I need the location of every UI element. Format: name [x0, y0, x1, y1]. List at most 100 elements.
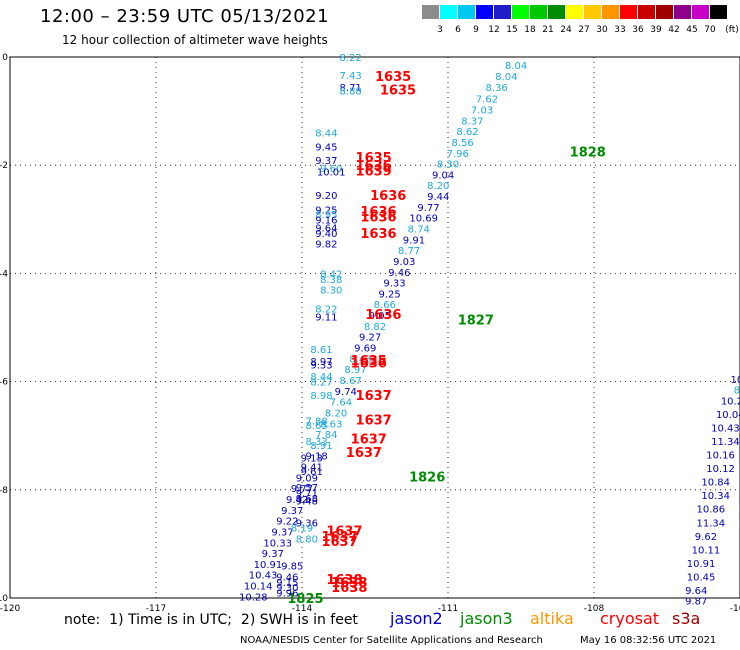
wave-height-label: 8.62: [456, 127, 478, 138]
wave-height-label: 9.11: [315, 313, 337, 324]
wave-height-label: 9.04: [432, 170, 454, 181]
track-time-label: 1636: [360, 227, 396, 242]
wave-height-label: 7.84: [315, 430, 337, 441]
credit-text: NOAA/NESDIS Center for Satellite Applica…: [240, 635, 543, 646]
wave-height-label: 7.03: [471, 105, 493, 116]
wave-height-label: 9.69: [354, 344, 376, 355]
wave-height-label: 8.80: [296, 534, 318, 545]
wave-height-label: 8.30: [437, 160, 459, 171]
track-time-label: 1636: [356, 159, 392, 174]
wave-height-label: 8.74: [408, 224, 430, 235]
legend-swatch: [566, 5, 583, 19]
wave-height-label: 9.71: [296, 489, 318, 500]
wave-height-label: 10.91: [254, 560, 283, 571]
wave-height-label: 7.62: [476, 95, 498, 106]
wave-height-label: 8.63: [320, 419, 342, 430]
wave-height-label: 9.33: [383, 279, 405, 290]
legend-swatch: [422, 5, 439, 19]
legend-label: 12: [488, 25, 500, 35]
track-time-label: 1827: [458, 313, 494, 328]
wave-height-label: 8.30: [320, 286, 342, 297]
track-time-label: 1636: [365, 308, 401, 323]
wave-height-label: 8.44: [310, 372, 332, 383]
y-tick-label: -2: [0, 161, 8, 171]
wave-height-label: 9.41: [301, 463, 323, 474]
wave-height-label: 10.43: [711, 424, 740, 435]
legend-label: 30: [596, 25, 608, 35]
x-tick-label: -120: [0, 604, 20, 614]
wave-height-label: 9.33: [310, 360, 332, 371]
wave-height-label: 10.01: [317, 168, 346, 179]
track-time-label: 1826: [409, 470, 445, 485]
track-time-label: 1636: [360, 211, 396, 226]
legend-label: 9: [473, 25, 479, 35]
track-time-label: 1825: [287, 592, 323, 607]
wave-height-label: 8.36: [486, 83, 508, 94]
wave-height-label: 9.74: [335, 387, 357, 398]
page-title: 12:00 – 23:59 UTC 05/13/2021: [40, 6, 330, 27]
wave-height-label: 9.09: [296, 473, 318, 484]
wave-height-label: 8.22: [315, 305, 337, 316]
legend-swatch: [656, 5, 673, 19]
wave-height-label: 9.87: [685, 597, 707, 608]
wave-height-label: 8.33: [305, 437, 327, 448]
legend-swatch: [494, 5, 511, 19]
wave-height-label: 10.11: [692, 545, 721, 556]
legend-label: 27: [578, 25, 590, 35]
wave-height-label: 9.44: [427, 192, 449, 203]
wave-height-label: 9.03: [393, 257, 415, 268]
legend-swatch: [638, 5, 655, 19]
wave-height-label: 8.44: [315, 129, 337, 140]
wave-height-label: 7.88: [305, 417, 327, 428]
wave-height-label: 8.65: [305, 421, 327, 432]
legend-swatch: [674, 5, 691, 19]
timestamp-text: May 16 08:32:56 UTC 2021: [580, 635, 717, 646]
wave-height-label: 8.22: [340, 53, 362, 64]
track-time-label: 1637: [321, 535, 357, 550]
legend-swatch: [530, 5, 547, 19]
y-tick-label: -4: [0, 269, 8, 279]
legend-label: 15: [506, 25, 518, 35]
x-tick-label: -117: [146, 604, 166, 614]
legend-label: 33: [614, 25, 626, 35]
legend-label: 24: [560, 25, 572, 35]
wave-height-label: 8.04: [505, 61, 527, 72]
wave-height-label: 10.27: [721, 397, 740, 408]
wave-height-label: 9.77: [417, 203, 439, 214]
wave-height-label: 7.96: [447, 149, 469, 160]
wave-height-label: 9.48: [296, 497, 318, 508]
legend-swatch: [476, 5, 493, 19]
wave-height-label: 9.25: [378, 289, 400, 300]
wave-height-label: 9.96: [276, 589, 298, 600]
legend-label: 6: [455, 25, 461, 35]
x-tick-label: -114: [292, 604, 313, 614]
track-time-label: 1637: [356, 389, 392, 404]
legend-swatch: [548, 5, 565, 19]
y-tick-label: -8: [0, 486, 8, 496]
legend-swatch: [458, 5, 475, 19]
wave-height-label: 8.04: [495, 72, 517, 83]
track-time-label: 1635: [375, 70, 411, 85]
legend-label: 70: [704, 25, 716, 35]
wave-height-label: 9.46: [388, 268, 410, 279]
wave-height-label: 8.56: [451, 138, 473, 149]
track-time-label: 1638: [326, 573, 362, 588]
wave-height-label: 8.67: [340, 376, 362, 387]
track-time-label: 1637: [321, 530, 357, 545]
wave-height-label: 9.62: [695, 532, 717, 543]
track-time-label: 1637: [351, 432, 387, 447]
wave-height-label: 11.34: [696, 518, 725, 529]
legend-label: 18: [524, 25, 536, 35]
wave-height-label: 10.12: [706, 464, 735, 475]
wave-height-label: 8.77: [398, 246, 420, 257]
wave-height-label: 8.27: [310, 378, 332, 389]
wave-height-label: 9.82: [315, 240, 337, 251]
legend-swatch: [440, 5, 457, 19]
wave-height-label: 8.37: [461, 116, 483, 127]
wave-height-label: 8.42: [320, 269, 342, 280]
y-tick-label: -10: [0, 594, 8, 604]
wave-height-label: 9.85: [281, 562, 303, 573]
wave-height-label: 8.20: [325, 408, 347, 419]
wave-height-label: 9.37: [262, 549, 284, 560]
wave-height-label: 9.37: [281, 506, 303, 517]
